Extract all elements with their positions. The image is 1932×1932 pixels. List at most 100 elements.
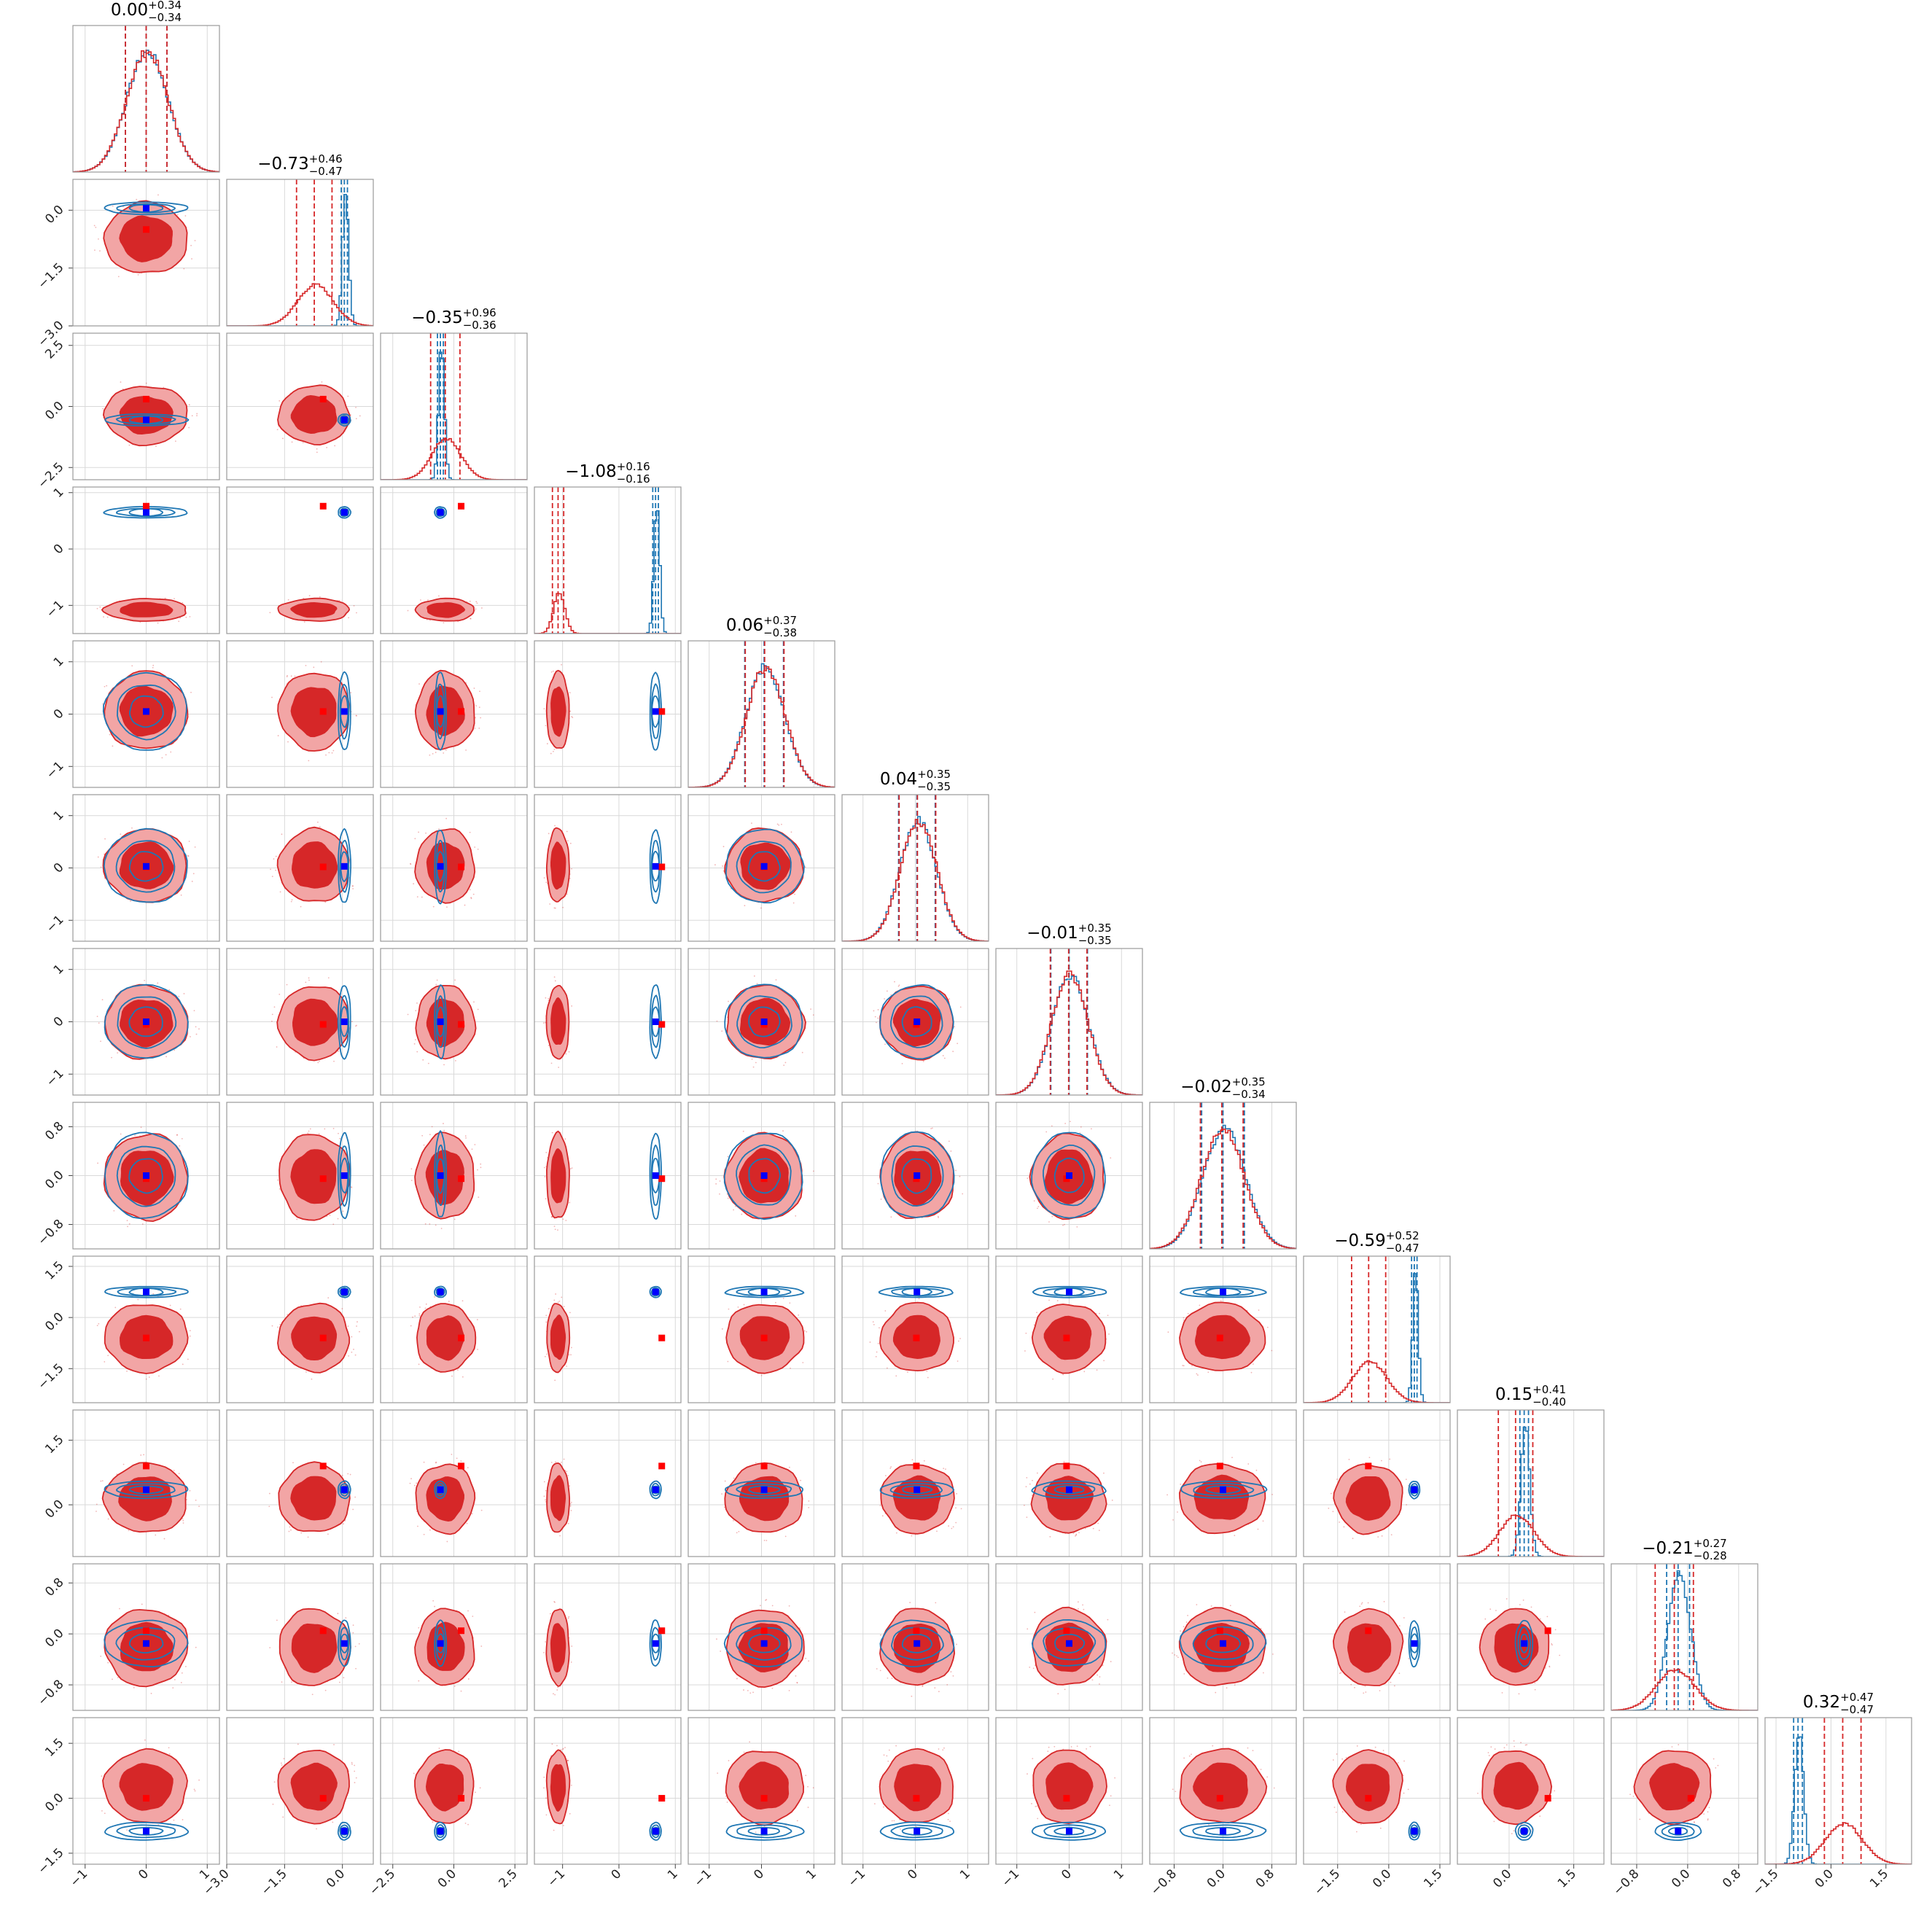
scatter-point — [438, 595, 440, 597]
scatter-point — [720, 1650, 722, 1652]
scatter-point — [432, 1600, 435, 1602]
contour-blue — [434, 1821, 448, 1841]
scatter-point — [191, 881, 193, 882]
y-tick-label: −1 — [44, 1067, 67, 1090]
panel-frame — [1303, 1563, 1451, 1711]
scatter-point — [543, 708, 545, 710]
scatter-point — [1234, 1684, 1236, 1686]
scatter-point — [571, 1645, 573, 1647]
scatter-point — [429, 1529, 431, 1531]
scatter-point — [808, 1506, 810, 1508]
scatter-point — [548, 1045, 550, 1047]
scatter-point — [334, 445, 336, 447]
scatter-point — [290, 1681, 292, 1683]
marker-blue — [1220, 1640, 1226, 1647]
scatter-point — [445, 817, 448, 819]
scatter-point — [1191, 1365, 1193, 1367]
contour-blue — [879, 983, 954, 1060]
scatter-point — [1026, 1476, 1028, 1479]
contour-blue — [434, 506, 447, 519]
scatter-point — [1260, 1769, 1262, 1770]
panel-frame — [841, 1102, 989, 1250]
scatter-point — [744, 905, 746, 907]
scatter-point — [561, 1461, 562, 1463]
marker-red — [1063, 1334, 1070, 1341]
panel-frame — [841, 948, 989, 1096]
panel-frame — [841, 1409, 989, 1557]
scatter-point — [545, 1198, 547, 1200]
x-tick-label: 0 — [609, 1866, 625, 1882]
y-tick-label: −1.5 — [35, 260, 66, 292]
scatter-point — [470, 618, 472, 620]
scatter-point — [307, 1132, 309, 1134]
scatter-point — [955, 1522, 957, 1524]
scatter-point — [417, 1525, 418, 1527]
scatter-point — [410, 1325, 412, 1327]
marker-blue — [437, 1018, 444, 1025]
panel-frame — [1610, 1717, 1758, 1865]
panel-7-6 — [995, 1102, 1143, 1250]
panel-11-1: −3.0 −1.5 0.0 — [200, 1717, 374, 1898]
scatter-point — [173, 1819, 175, 1821]
marker-red — [319, 1627, 327, 1635]
scatter-point — [288, 1530, 290, 1532]
scatter-point — [443, 1123, 444, 1124]
contour-blue — [891, 1145, 944, 1207]
scatter-point — [464, 1135, 467, 1137]
scatter-point — [569, 1505, 572, 1507]
scatter-point — [946, 1683, 949, 1686]
scatter-point — [1077, 1601, 1079, 1603]
marker-blue — [652, 1172, 659, 1179]
scatter-point — [1031, 1803, 1032, 1804]
scatter-point — [161, 757, 163, 759]
panel-frame — [1149, 1563, 1297, 1711]
scatter-point — [96, 1325, 98, 1327]
marker-blue — [340, 862, 348, 870]
panel-9-0: 0.01.5 — [42, 1409, 220, 1557]
scatter-point — [296, 1218, 298, 1220]
scatter-point — [796, 1681, 798, 1683]
scatter-point — [1350, 1683, 1352, 1686]
scatter-point — [353, 604, 355, 607]
histogram-red — [381, 437, 527, 480]
scatter-point — [305, 1371, 307, 1373]
scatter-point — [1273, 1787, 1275, 1789]
contour-red-inner — [290, 1476, 337, 1521]
scatter-point — [1226, 1687, 1228, 1689]
scatter-point — [469, 889, 471, 891]
scatter-point — [279, 891, 281, 893]
scatter-point — [1083, 1608, 1085, 1610]
scatter-point — [927, 1376, 929, 1379]
scatter-point — [327, 977, 330, 979]
scatter-point — [545, 997, 547, 999]
marker-blue — [914, 1172, 921, 1179]
marker-red — [319, 1795, 327, 1802]
scatter-point — [563, 1825, 564, 1826]
scatter-point — [957, 1043, 959, 1045]
scatter-point — [1035, 1805, 1037, 1807]
scatter-point — [476, 602, 478, 604]
contour-blue — [736, 1483, 792, 1497]
scatter-point — [1091, 1128, 1092, 1130]
x-tick-label: −0.8 — [1148, 1866, 1180, 1898]
scatter-point — [955, 1169, 957, 1172]
scatter-point — [126, 1829, 128, 1831]
scatter-point — [454, 979, 456, 981]
scatter-point — [300, 1532, 303, 1534]
panel-9-8 — [1303, 1409, 1451, 1557]
contour-blue — [747, 851, 781, 882]
scatter-point — [1036, 1805, 1038, 1807]
scatter-point — [317, 821, 319, 823]
marker-blue — [143, 862, 149, 870]
scatter-point — [278, 1188, 281, 1190]
scatter-point — [722, 865, 724, 867]
scatter-point — [1208, 1824, 1210, 1826]
scatter-point — [308, 1130, 310, 1132]
scatter-point — [550, 671, 553, 673]
panel-5-2 — [380, 794, 528, 942]
scatter-point — [111, 1056, 112, 1059]
scatter-point — [1191, 1753, 1192, 1756]
scatter-point — [98, 238, 99, 240]
contour-blue — [736, 841, 792, 894]
panel-11-3: −1 0 1 — [534, 1717, 682, 1890]
